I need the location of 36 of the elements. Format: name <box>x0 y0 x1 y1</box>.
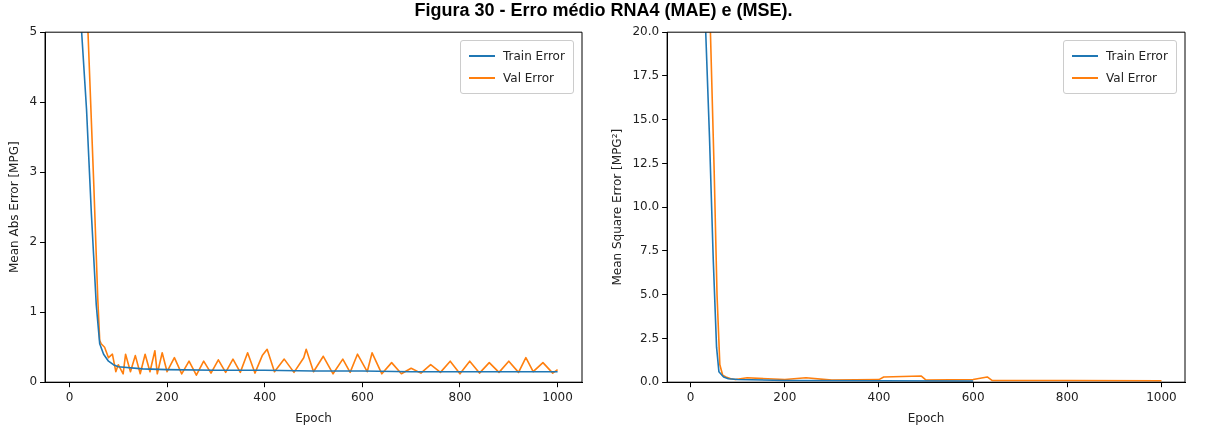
legend-label: Val Error <box>503 71 555 86</box>
y-tick-label: 3 <box>29 164 38 179</box>
y-tick-label: 0.0 <box>640 374 660 389</box>
y-tick-label: 1 <box>29 304 38 319</box>
x-tick-label: 0 <box>686 389 695 404</box>
y-tick-label: 15.0 <box>632 111 660 126</box>
x-tick-label: 0 <box>65 389 74 404</box>
x-tick-label: 1000 <box>542 389 573 404</box>
chart-title: Figura 30 - Erro médio RNA4 (MAE) e (MSE). <box>413 0 794 21</box>
y-tick-label: 2.5 <box>640 330 660 345</box>
x-axis-title: Epoch <box>907 410 945 425</box>
y-tick-label: 12.5 <box>632 155 660 170</box>
y-tick-label: 2 <box>29 234 38 249</box>
x-tick-label: 800 <box>448 389 472 404</box>
legend-label: Val Error <box>1106 71 1158 86</box>
y-tick-label: 5 <box>29 24 38 39</box>
y-tick-label: 7.5 <box>640 243 660 258</box>
y-axis-title: Mean Square Error [MPG²] <box>610 128 625 286</box>
y-axis-title: Mean Abs Error [MPG] <box>7 141 22 274</box>
y-tick-label: 10.0 <box>632 199 660 214</box>
legend-label: Train Error <box>1106 49 1168 64</box>
y-tick-label: 0 <box>29 374 38 389</box>
x-tick-label: 200 <box>155 389 179 404</box>
x-tick-label: 600 <box>961 389 985 404</box>
y-tick-label: 4 <box>29 94 38 109</box>
x-tick-label: 400 <box>867 389 891 404</box>
x-tick-label: 400 <box>253 389 277 404</box>
y-tick-label: 5.0 <box>640 286 660 301</box>
x-tick-label: 200 <box>773 389 797 404</box>
y-tick-label: 17.5 <box>632 68 660 83</box>
x-tick-label: 800 <box>1055 389 1079 404</box>
y-tick-label: 20.0 <box>632 24 660 39</box>
x-tick-label: 1000 <box>1146 389 1177 404</box>
x-tick-label: 600 <box>350 389 374 404</box>
legend-label: Train Error <box>503 49 565 64</box>
x-axis-title: Epoch <box>295 410 332 425</box>
